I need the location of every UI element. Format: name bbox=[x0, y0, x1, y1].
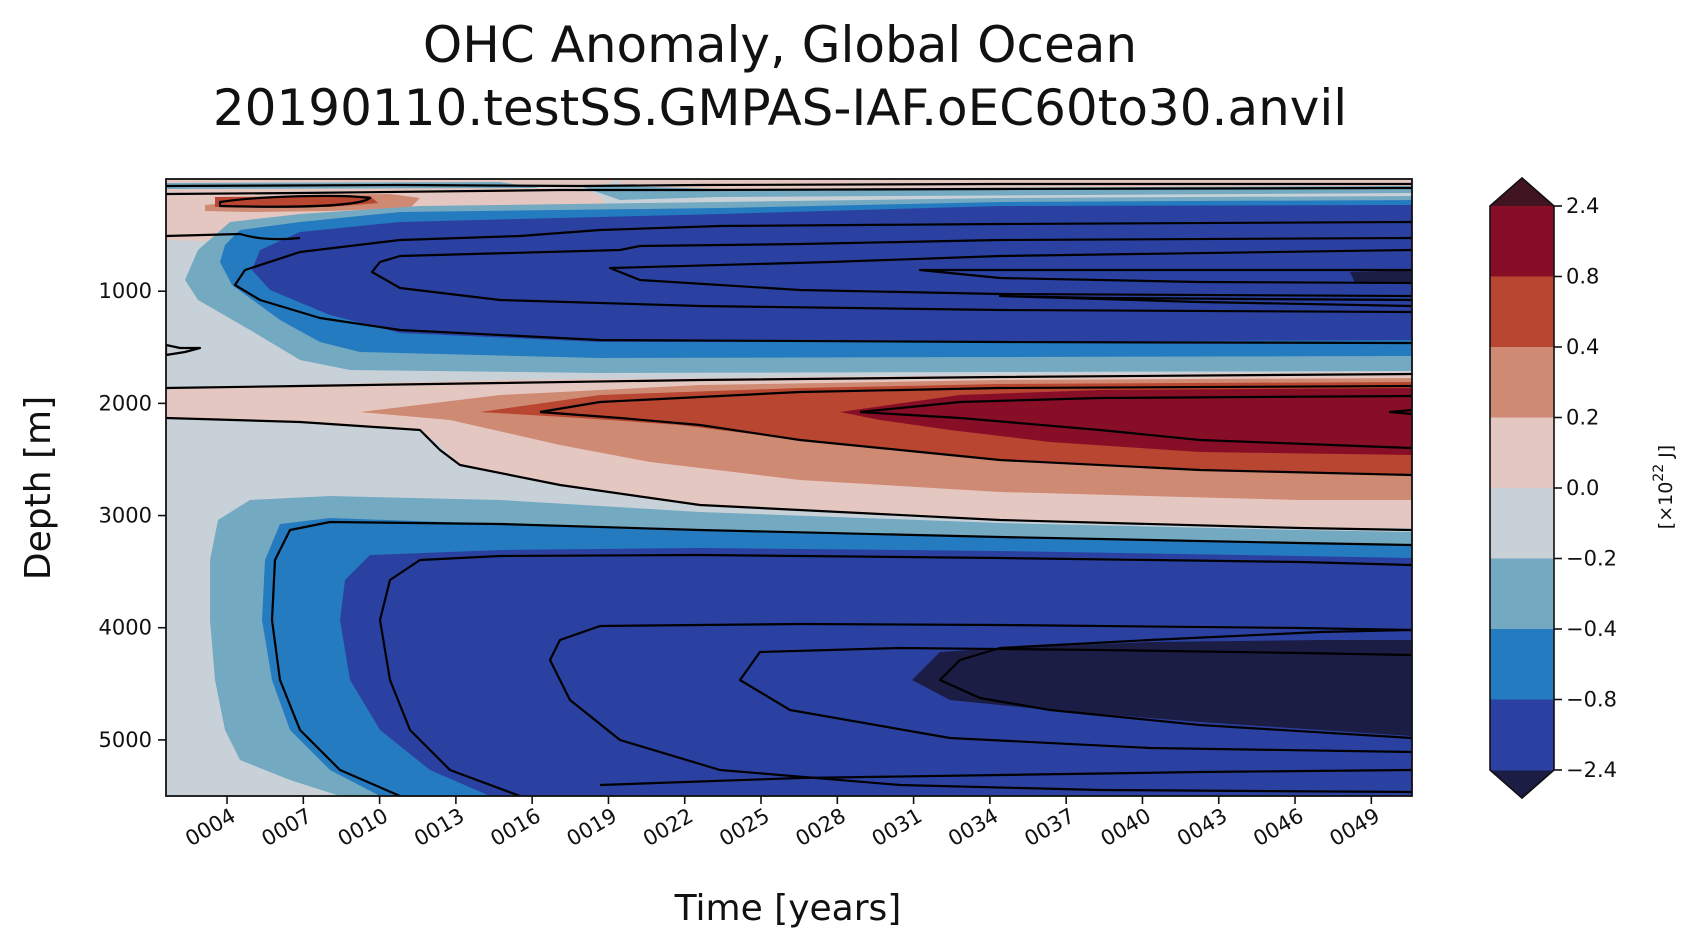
x-tick-label: 0037 bbox=[1020, 804, 1078, 852]
colorbar-tick-label: −0.8 bbox=[1566, 688, 1617, 712]
y-tick-label: 5000 bbox=[99, 728, 152, 752]
y-tick-label: 3000 bbox=[99, 504, 152, 528]
x-tick-label: 0007 bbox=[258, 804, 316, 852]
colorbar-segment bbox=[1490, 206, 1554, 277]
x-tick-label: 0025 bbox=[715, 804, 773, 852]
colorbar-segment bbox=[1490, 276, 1554, 348]
plot-area bbox=[166, 179, 1412, 796]
colorbar-segment bbox=[1490, 629, 1554, 700]
colorbar-segment bbox=[1490, 488, 1554, 559]
colorbar-tick-label: −0.4 bbox=[1566, 617, 1617, 641]
x-tick-label: 0010 bbox=[334, 804, 392, 852]
colorbar-tick-label: 0.0 bbox=[1566, 476, 1599, 500]
colorbar-tick-label: −0.2 bbox=[1566, 547, 1617, 571]
contour-lines bbox=[166, 182, 1412, 796]
x-tick-label: 0031 bbox=[868, 804, 926, 852]
region-upper-cold-core bbox=[1350, 270, 1412, 283]
x-tick-label: 0019 bbox=[563, 804, 621, 852]
x-tick-label: 0022 bbox=[639, 804, 697, 852]
plot-frame bbox=[165, 178, 1413, 797]
colorbar-tick-label: 0.2 bbox=[1566, 406, 1599, 430]
x-tick-label: 0016 bbox=[486, 804, 544, 852]
colorbar-segment bbox=[1490, 558, 1554, 630]
colorbar-tick-label: 0.8 bbox=[1566, 265, 1599, 289]
colorbar-tick-label: 0.4 bbox=[1566, 335, 1599, 359]
region-deep-cool-3 bbox=[340, 548, 1412, 796]
colorbar-segment bbox=[1490, 347, 1554, 418]
x-tick-label: 0034 bbox=[944, 804, 1002, 852]
x-tick-label: 0043 bbox=[1173, 804, 1231, 852]
y-axis-label: Depth [m] bbox=[18, 396, 59, 580]
x-tick-label: 0013 bbox=[410, 804, 468, 852]
colorbar-tick-label: 2.4 bbox=[1566, 194, 1599, 218]
colorbar-segment bbox=[1490, 699, 1554, 771]
x-tick-label: 0046 bbox=[1249, 804, 1307, 852]
x-tick-label: 0049 bbox=[1326, 804, 1384, 852]
x-axis-ticks: 0004 0007 0010 0013 0016 0019 0022 0025 0028 0031… bbox=[181, 796, 1384, 851]
region-deep-cold-core bbox=[912, 640, 1412, 736]
x-tick-label: 0040 bbox=[1097, 804, 1155, 852]
x-axis-label: Time [years] bbox=[674, 888, 902, 929]
y-tick-label: 2000 bbox=[99, 391, 152, 415]
chart-title-line-2: 20190110.testSS.GMPAS-IAF.oEC60to30.anvi… bbox=[213, 79, 1347, 137]
x-tick-label: 0028 bbox=[792, 804, 850, 852]
y-tick-label: 1000 bbox=[99, 279, 152, 303]
region-mid-warm-4 bbox=[840, 388, 1412, 455]
colorbar-label: [×1022 J] bbox=[1651, 445, 1677, 529]
y-axis-ticks: 1000 2000 3000 4000 5000 bbox=[99, 279, 166, 752]
colorbar-under-extension bbox=[1490, 770, 1554, 798]
x-tick-label: 0004 bbox=[181, 804, 239, 852]
colorbar-segment bbox=[1490, 417, 1554, 489]
y-tick-label: 4000 bbox=[99, 616, 152, 640]
colorbar-over-extension bbox=[1490, 178, 1554, 206]
chart-title-line-1: OHC Anomaly, Global Ocean bbox=[423, 16, 1137, 74]
colorbar: 2.4 0.8 0.4 0.2 0.0 −0.2 −0.4 −0.8 −2.4 bbox=[1489, 176, 1617, 800]
colorbar-tick-label: −2.4 bbox=[1566, 758, 1617, 782]
